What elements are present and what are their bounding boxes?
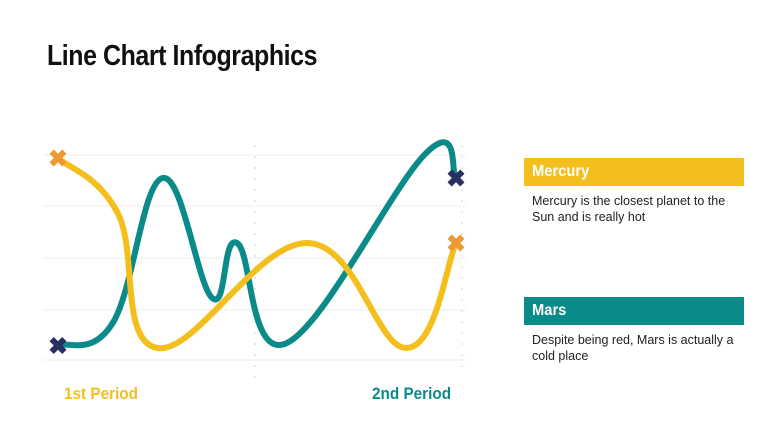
legend-mercury-name: Mercury — [532, 163, 590, 180]
marker-end-mercury — [447, 234, 465, 252]
series-line-mars — [55, 139, 459, 349]
legend-mars-name: Mars — [532, 302, 567, 319]
legend-mercury-description: Mercury is the closest planet to the Sun… — [532, 194, 726, 224]
marker-start-mars — [49, 337, 67, 354]
legend-mercury-header: Mercury — [524, 158, 744, 186]
marker-start-mercury — [49, 149, 67, 167]
series-line-mercury — [55, 155, 459, 352]
x-label-second-period: 2nd Period — [372, 384, 452, 403]
chart-series-group — [55, 139, 459, 352]
legend-mars-description: Despite being red, Mars is actually a co… — [532, 333, 734, 363]
legend-mars-header: Mars — [524, 297, 744, 325]
chart-markers-group — [49, 149, 465, 354]
slide-title: Line Chart Infographics — [47, 40, 318, 72]
marker-end-mars — [447, 169, 465, 187]
x-label-first-period: 1st Period — [64, 384, 138, 403]
